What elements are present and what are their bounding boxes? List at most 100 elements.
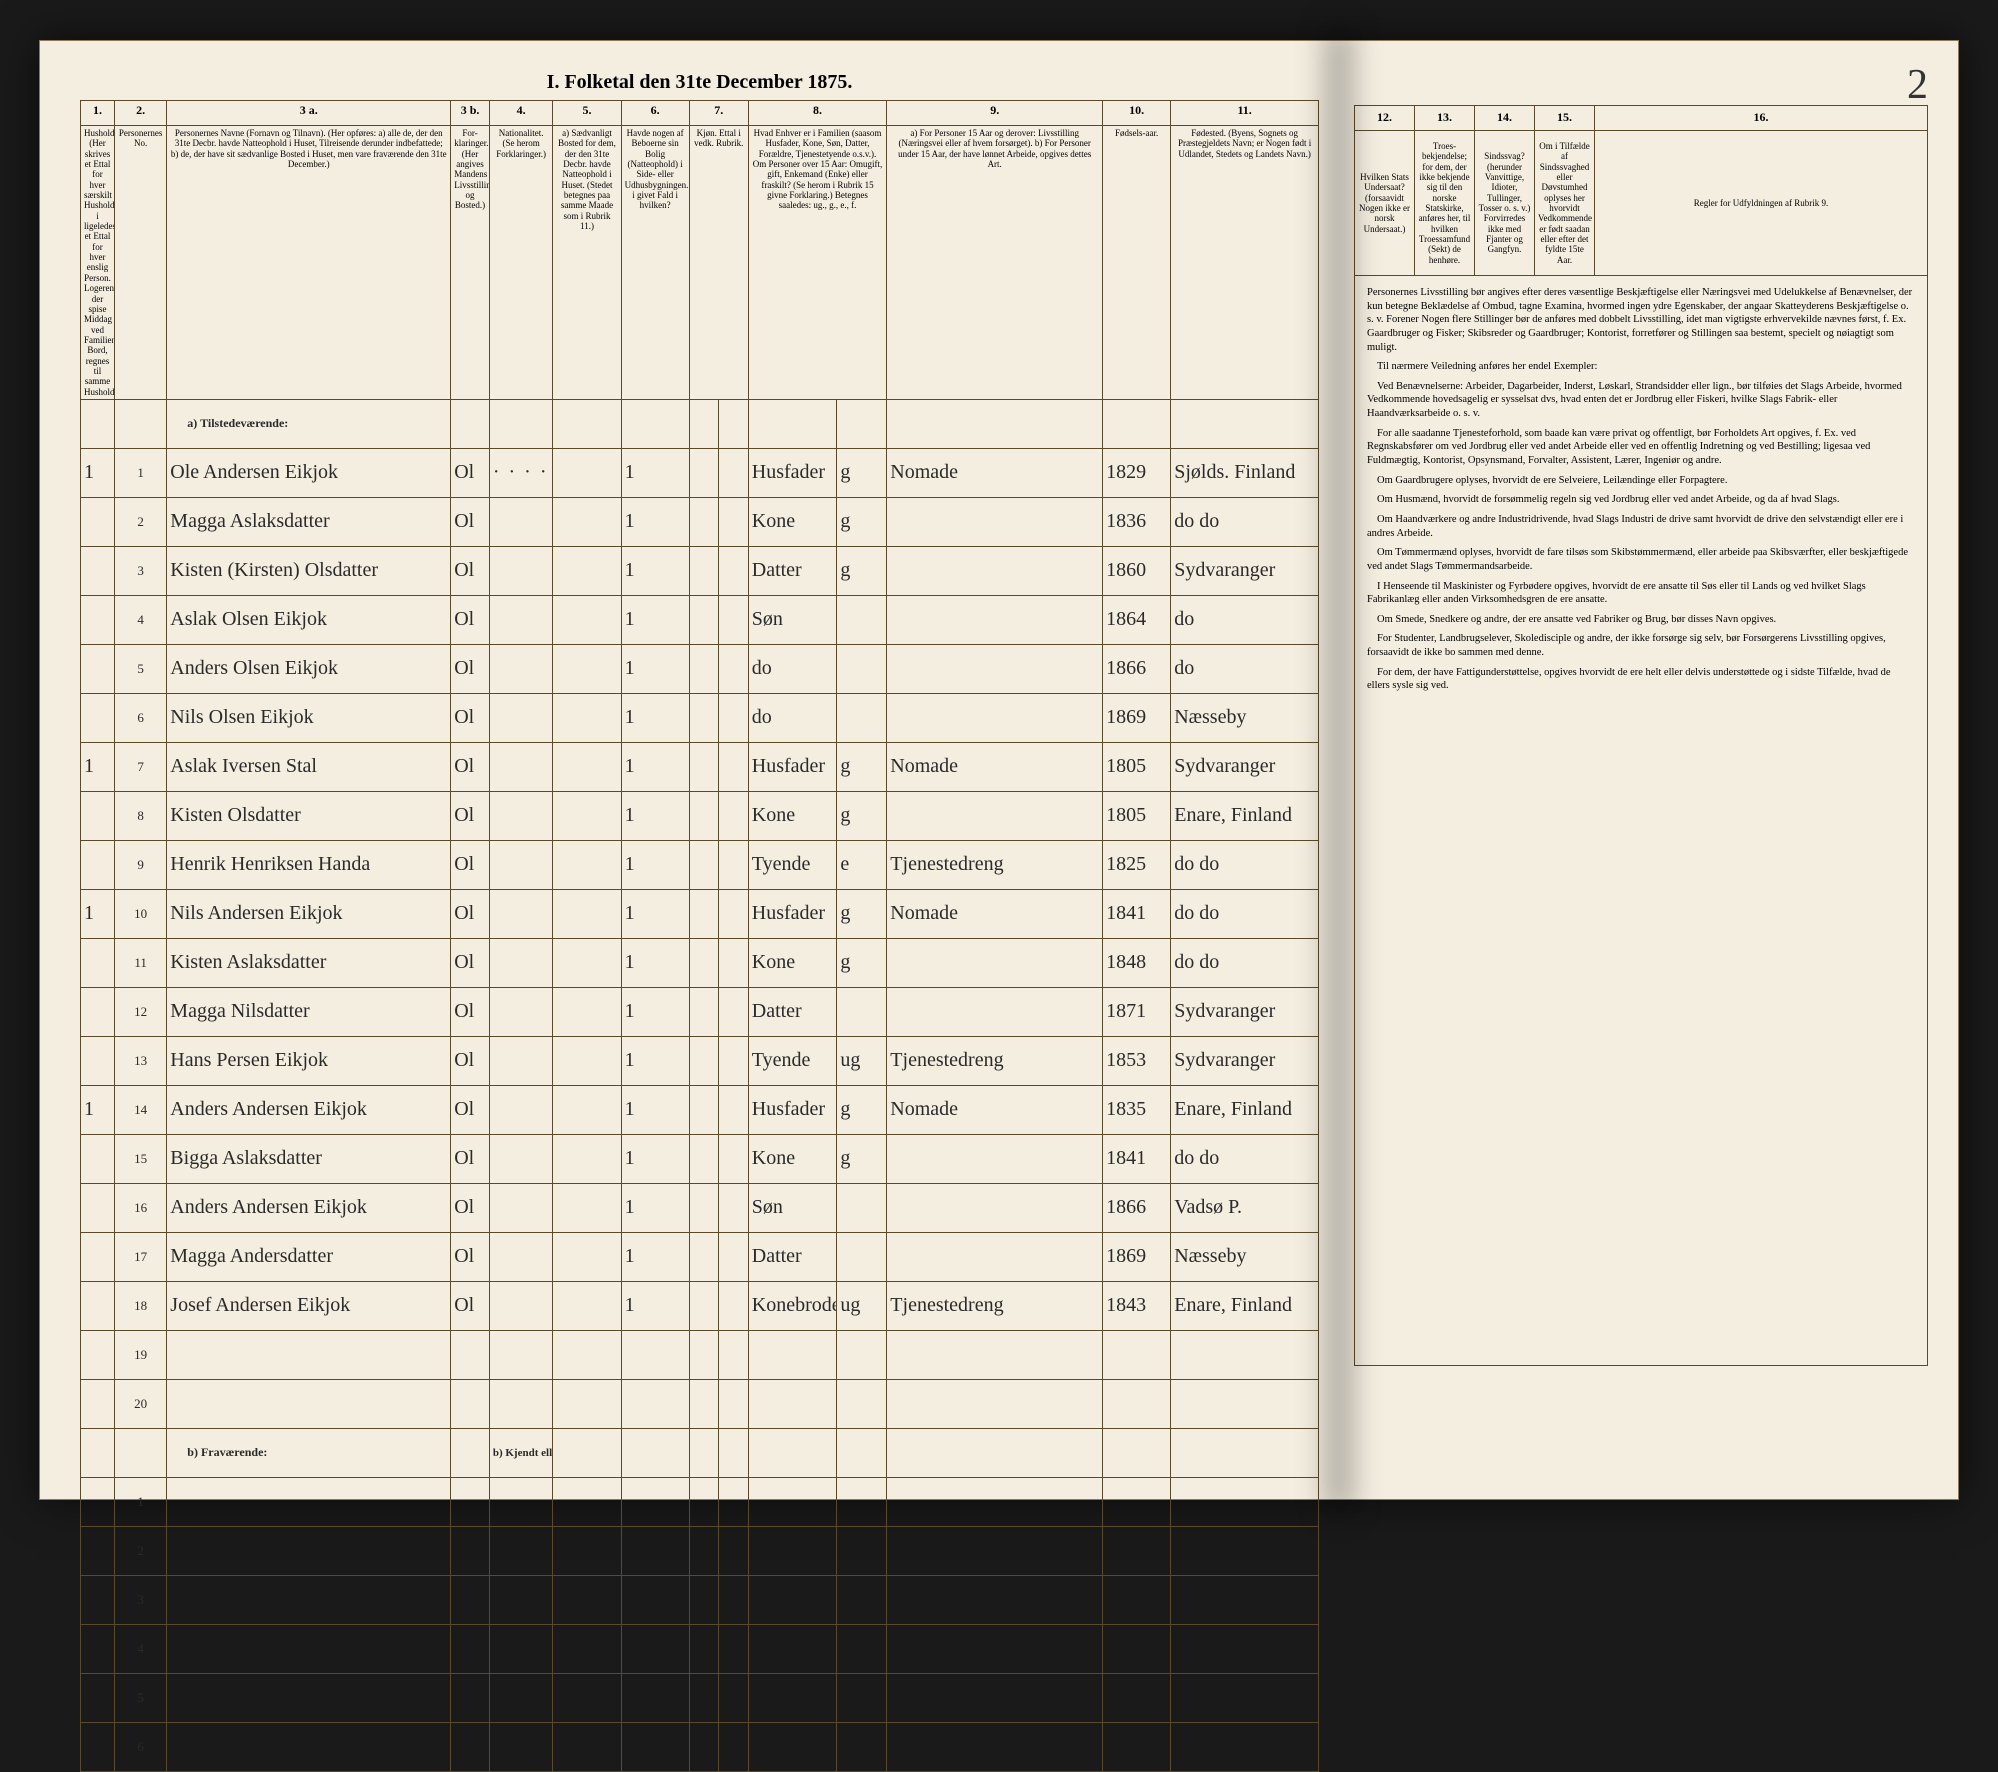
col-11-head: Fødested. (Byens, Sognets og Præstegjeld… xyxy=(1171,126,1319,400)
table-cell xyxy=(81,938,115,987)
table-cell: 4 xyxy=(115,595,167,644)
table-cell xyxy=(553,1477,621,1526)
table-row: 13Hans Persen EikjokOl1TyendeugTjenested… xyxy=(81,1036,1319,1085)
table-cell xyxy=(489,546,553,595)
table-cell: do xyxy=(748,693,837,742)
table-cell: Tyende xyxy=(748,840,837,889)
table-cell xyxy=(553,1673,621,1722)
table-cell xyxy=(489,1281,553,1330)
table-cell xyxy=(689,1722,719,1771)
left-page: I. Folketal den 31te December 1875. 1. 2… xyxy=(39,40,1339,1500)
col-11-num: 11. xyxy=(1171,101,1319,126)
table-cell xyxy=(689,595,719,644)
table-cell xyxy=(81,791,115,840)
table-cell xyxy=(489,644,553,693)
table-cell xyxy=(719,1526,749,1575)
table-cell: Kone xyxy=(748,1134,837,1183)
table-cell xyxy=(748,1526,837,1575)
table-cell: 1 xyxy=(81,742,115,791)
table-cell: Ol xyxy=(451,448,490,497)
table-cell xyxy=(719,889,749,938)
table-cell: Ol xyxy=(451,546,490,595)
table-row: 9Henrik Henriksen HandaOl1TyendeeTjenest… xyxy=(81,840,1319,889)
table-cell xyxy=(689,1428,719,1477)
table-cell: Husfader xyxy=(748,448,837,497)
table-cell: Anders Andersen Eikjok xyxy=(167,1183,451,1232)
col-12-num: 12. xyxy=(1355,106,1415,131)
table-cell xyxy=(1103,1575,1171,1624)
table-cell xyxy=(689,693,719,742)
table-cell: Ol xyxy=(451,791,490,840)
table-row: 2Magga AslaksdatterOl1Koneg1836do do xyxy=(81,497,1319,546)
table-cell: Ol xyxy=(451,1183,490,1232)
table-cell xyxy=(621,1526,689,1575)
col-15-head: Om i Tilfælde af Sindssvaghed eller Døvs… xyxy=(1535,131,1595,276)
table-cell xyxy=(689,840,719,889)
table-cell xyxy=(719,1134,749,1183)
table-cell xyxy=(887,1428,1103,1477)
table-cell: Kone xyxy=(748,791,837,840)
table-cell: 10 xyxy=(115,889,167,938)
table-cell: Ole Andersen Eikjok xyxy=(167,448,451,497)
table-cell: 1 xyxy=(621,938,689,987)
table-cell: 1 xyxy=(621,791,689,840)
table-cell: ug xyxy=(837,1036,887,1085)
table-cell: 1 xyxy=(621,1036,689,1085)
table-cell xyxy=(719,1330,749,1379)
table-cell: 1866 xyxy=(1103,644,1171,693)
table-cell: 1805 xyxy=(1103,791,1171,840)
table-cell: Kisten Olsdatter xyxy=(167,791,451,840)
table-cell xyxy=(1103,1624,1171,1673)
table-cell xyxy=(748,1477,837,1526)
table-cell: Tyende xyxy=(748,1036,837,1085)
col-5-num: 5. xyxy=(553,101,621,126)
table-cell xyxy=(689,1232,719,1281)
table-cell xyxy=(887,938,1103,987)
table-cell: 6 xyxy=(115,1722,167,1771)
table-cell xyxy=(1171,1526,1319,1575)
table-cell: Ol xyxy=(451,1232,490,1281)
table-cell xyxy=(689,889,719,938)
table-cell xyxy=(719,1624,749,1673)
table-cell: 1 xyxy=(621,742,689,791)
table-cell: 1864 xyxy=(1103,595,1171,644)
table-cell xyxy=(81,1232,115,1281)
table-cell xyxy=(719,693,749,742)
table-cell xyxy=(167,1477,451,1526)
col-3b-num: 3 b. xyxy=(451,101,490,126)
table-cell xyxy=(553,1526,621,1575)
table-cell xyxy=(489,1232,553,1281)
table-row: 20 xyxy=(81,1379,1319,1428)
table-cell: 1841 xyxy=(1103,1134,1171,1183)
table-cell: e xyxy=(837,840,887,889)
table-cell: 7 xyxy=(115,742,167,791)
table-cell: 19 xyxy=(115,1330,167,1379)
table-cell: 1 xyxy=(115,1477,167,1526)
table-cell: Hans Persen Eikjok xyxy=(167,1036,451,1085)
table-cell: Nils Olsen Eikjok xyxy=(167,693,451,742)
table-cell: Datter xyxy=(748,546,837,595)
table-cell: Tjenestedreng xyxy=(887,1036,1103,1085)
rules-p4: For alle saadanne Tjenesteforhold, som b… xyxy=(1367,427,1915,468)
table-cell xyxy=(689,791,719,840)
table-cell: g xyxy=(837,1134,887,1183)
table-cell xyxy=(689,1183,719,1232)
table-row: 5 xyxy=(81,1673,1319,1722)
table-cell xyxy=(167,1722,451,1771)
table-cell: Josef Andersen Eikjok xyxy=(167,1281,451,1330)
table-cell xyxy=(1171,1722,1319,1771)
col-2-head: Personernes No. xyxy=(115,126,167,400)
table-cell xyxy=(837,1428,887,1477)
table-cell: 4 xyxy=(115,1624,167,1673)
table-cell xyxy=(553,889,621,938)
table-cell xyxy=(489,987,553,1036)
col-9-head: a) For Personer 15 Aar og derover: Livss… xyxy=(887,126,1103,400)
table-cell xyxy=(887,1379,1103,1428)
table-cell xyxy=(719,1428,749,1477)
table-cell xyxy=(1171,1477,1319,1526)
col-3b-head: For-klaringer. (Her angives Mandens Livs… xyxy=(451,126,490,400)
table-cell xyxy=(489,889,553,938)
table-cell xyxy=(887,1183,1103,1232)
table-cell: 1 xyxy=(621,1085,689,1134)
table-cell: g xyxy=(837,1085,887,1134)
